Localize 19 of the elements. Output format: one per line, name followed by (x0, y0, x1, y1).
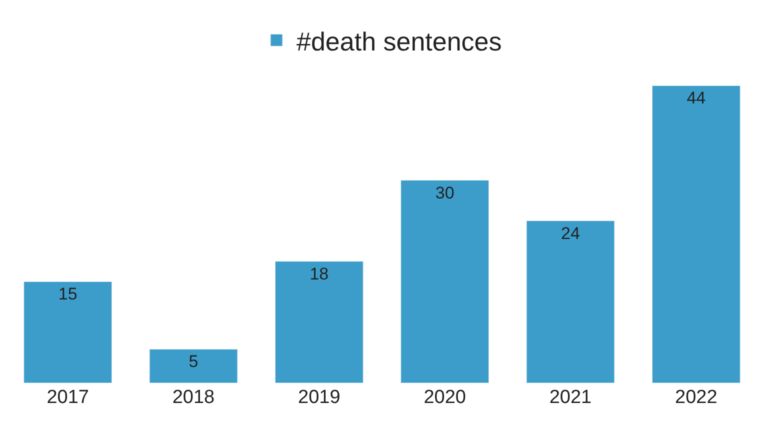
x-tick-label: 2017 (46, 387, 89, 408)
bar (652, 85, 740, 383)
data-label: 18 (310, 264, 329, 284)
bar (24, 281, 112, 383)
data-label: 5 (188, 352, 198, 372)
data-label: 24 (561, 224, 580, 243)
legend-label: #death sentences (296, 26, 502, 56)
data-label: 30 (435, 183, 454, 202)
x-tick-label: 2021 (549, 387, 592, 408)
x-tick-label: 2019 (298, 387, 340, 408)
bar (274, 261, 364, 383)
data-label: 44 (686, 88, 706, 108)
bar (400, 180, 490, 383)
x-tick-label: 2018 (172, 387, 215, 408)
bar (526, 220, 615, 383)
bar (149, 348, 238, 383)
data-label: 15 (58, 284, 78, 304)
x-tick-label: 2022 (675, 387, 718, 408)
x-tick-label: 2020 (424, 387, 466, 408)
